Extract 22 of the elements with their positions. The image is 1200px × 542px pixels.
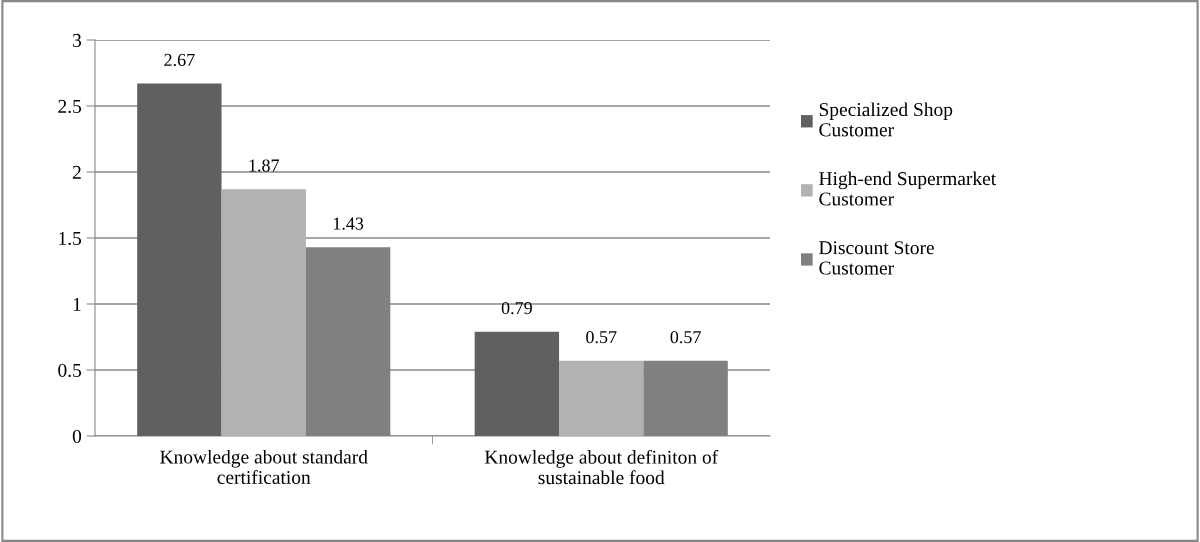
x-tick-label: Knowledge about definiton of sustainable food: [484, 449, 719, 485]
data-label: 1.87: [249, 159, 280, 172]
x-tick-label: Knowledge about standard certification: [160, 449, 368, 484]
bar: [559, 360, 644, 436]
legend-label: Specialized Shop Customer: [819, 102, 953, 137]
data-label: 2.67: [164, 53, 195, 67]
data-label: 1.43: [333, 217, 364, 230]
y-tick-label: 2.5: [58, 99, 82, 114]
y-tick-label: 0.5: [58, 363, 82, 378]
y-tick-label: 1: [73, 297, 81, 311]
legend-label: Discount Store Customer: [819, 241, 934, 275]
y-tick-label: 2: [72, 165, 81, 179]
data-label: 0.79: [501, 301, 532, 315]
data-label: 0.57: [586, 331, 617, 344]
bar: [137, 83, 222, 436]
y-tick-label: 3: [73, 33, 82, 47]
bar: [221, 189, 306, 436]
y-tick-label: 1.5: [59, 231, 82, 246]
y-tick-label: 0: [72, 429, 82, 443]
legend-label: High-end Supermarket Customer: [819, 171, 997, 206]
bar: [474, 331, 560, 436]
data-label: 0.57: [670, 331, 701, 344]
